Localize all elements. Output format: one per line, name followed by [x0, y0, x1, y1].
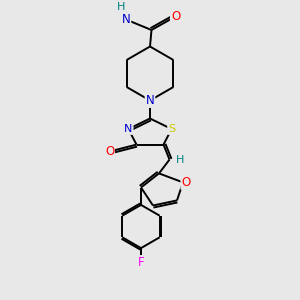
Text: F: F — [138, 256, 144, 269]
Text: O: O — [182, 176, 190, 189]
Text: N: N — [122, 13, 130, 26]
Text: N: N — [146, 94, 154, 107]
Text: H: H — [117, 2, 126, 13]
Text: H: H — [176, 154, 184, 165]
Text: O: O — [171, 10, 180, 23]
Text: S: S — [168, 124, 175, 134]
Text: N: N — [124, 124, 133, 134]
Text: O: O — [105, 145, 114, 158]
